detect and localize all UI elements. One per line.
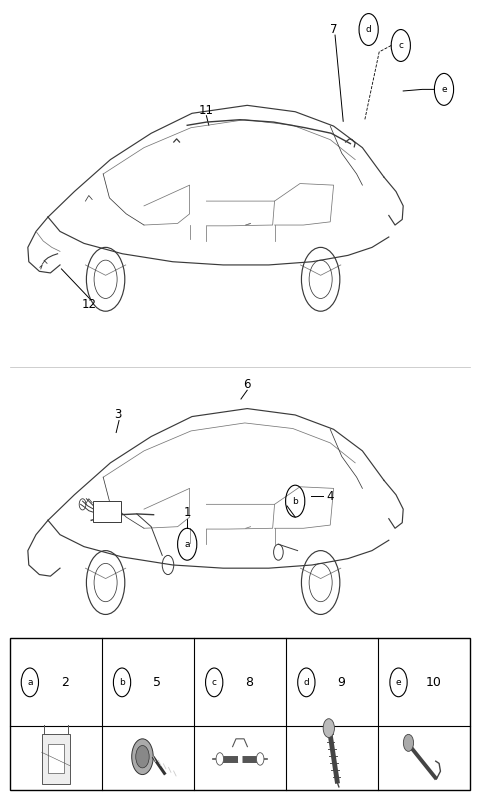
Text: d: d [303,678,309,687]
Text: 5: 5 [153,676,161,689]
Circle shape [132,739,153,775]
Text: b: b [119,678,125,687]
Text: 10: 10 [426,676,442,689]
Text: 6: 6 [243,378,251,391]
Circle shape [323,719,335,737]
Text: c: c [398,41,403,50]
Text: 11: 11 [199,104,214,117]
Text: 3: 3 [114,409,121,421]
Text: 12: 12 [81,298,96,311]
Text: e: e [441,85,447,94]
Text: b: b [292,496,298,506]
Text: c: c [212,678,216,687]
FancyBboxPatch shape [10,638,470,790]
Circle shape [256,753,264,765]
Text: 8: 8 [245,676,253,689]
Text: d: d [366,25,372,34]
Text: e: e [396,678,401,687]
Text: a: a [184,539,190,549]
Circle shape [136,745,149,768]
FancyBboxPatch shape [93,501,121,522]
Text: 9: 9 [337,676,345,689]
FancyBboxPatch shape [42,734,70,784]
Circle shape [216,753,224,765]
Text: 2: 2 [61,676,69,689]
FancyBboxPatch shape [48,745,64,773]
Text: 1: 1 [183,506,191,519]
Text: 7: 7 [330,23,337,36]
Text: 4: 4 [326,490,334,503]
Text: a: a [27,678,33,687]
Circle shape [403,734,414,752]
